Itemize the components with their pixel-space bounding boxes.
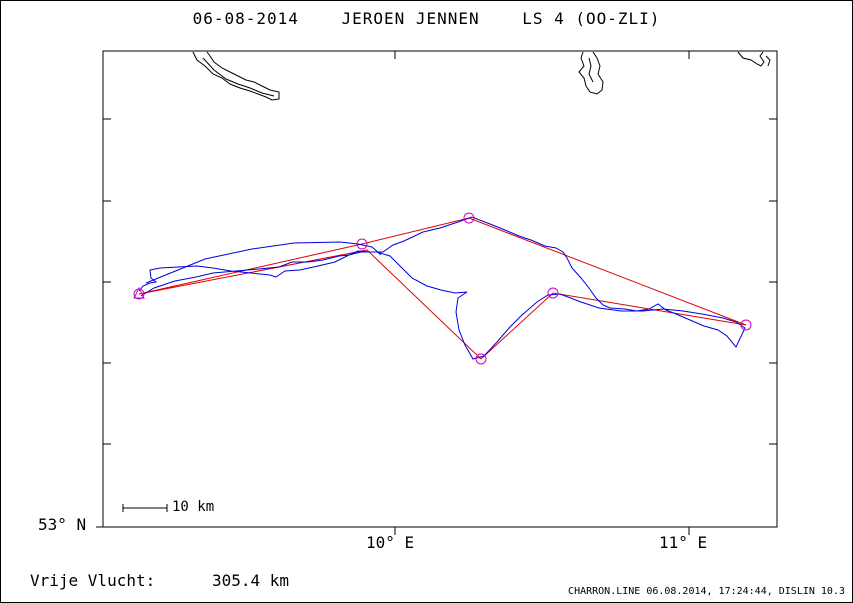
x-tick-label-11e: 11° E — [659, 533, 708, 552]
turnpoints — [133, 212, 752, 365]
flight-track-segment — [145, 241, 382, 284]
turnpoint-marker — [740, 319, 752, 331]
axis-ticks — [96, 51, 777, 535]
scale-bar — [122, 504, 168, 512]
turnpoint-marker — [356, 238, 368, 250]
map-frame — [102, 50, 778, 528]
task-line — [138, 217, 747, 360]
scale-bar-label: 10 km — [172, 499, 215, 515]
flight-track — [138, 216, 746, 360]
latitude-label: 53° N — [38, 515, 87, 534]
turnpoint-marker — [463, 212, 475, 224]
free-flight-distance: 305.4 km — [212, 571, 290, 590]
flight-title: 06-08-2014 JEROEN JENNEN LS 4 (OO-ZLI) — [192, 9, 661, 28]
turnpoint-marker — [133, 288, 145, 300]
credit-line: CHARRON.LINE 06.08.2014, 17:24:44, DISLI… — [568, 586, 845, 597]
turnpoint-marker — [475, 353, 487, 365]
coastline — [192, 51, 771, 101]
x-tick-label-10e: 10° E — [366, 533, 415, 552]
turnpoint-marker — [547, 287, 559, 299]
start-triangle-icon — [133, 286, 145, 299]
free-flight-label: Vrije Vlucht: — [30, 571, 156, 590]
